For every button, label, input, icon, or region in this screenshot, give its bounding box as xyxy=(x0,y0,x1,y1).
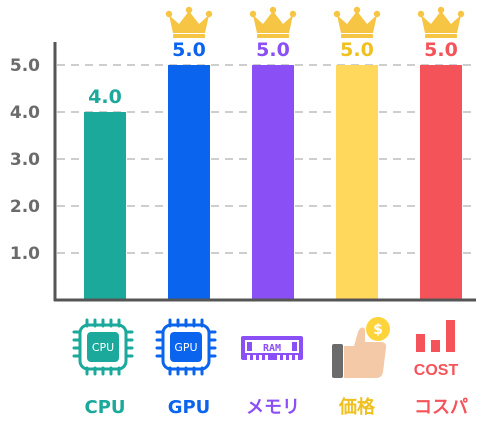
cpu-icon-text: CPU xyxy=(92,341,114,354)
bar xyxy=(168,65,210,300)
category-label: メモリ xyxy=(246,397,300,418)
data-label: 5.0 xyxy=(340,39,374,61)
y-tick-label: 1.0 xyxy=(10,244,40,264)
category-label: コスパ xyxy=(414,397,468,418)
crown-icon xyxy=(333,6,381,38)
crown-icon xyxy=(249,6,297,38)
crown-icon xyxy=(165,6,213,38)
ram-icon-text: RAM xyxy=(263,343,281,354)
category-label: 価格 xyxy=(338,396,376,418)
data-label: 4.0 xyxy=(88,86,122,108)
data-label: 5.0 xyxy=(256,39,290,61)
data-label: 5.0 xyxy=(424,39,458,61)
gpu-icon-text: GPU xyxy=(174,341,197,354)
data-label: 5.0 xyxy=(172,39,206,61)
thumbs-up-coin-icon: $ xyxy=(332,317,390,378)
value-labels: 4.0 5.0 5.0 5.0 5.0 xyxy=(88,39,458,108)
cpu-chip-icon: CPU xyxy=(72,318,134,376)
cost-icon-text: COST xyxy=(414,362,459,379)
ram-module-icon: RAM xyxy=(241,336,303,360)
bar xyxy=(336,65,378,300)
y-tick-label: 3.0 xyxy=(10,150,40,170)
category-label: CPU xyxy=(84,397,125,418)
y-tick-label: 5.0 xyxy=(10,56,40,76)
crowns xyxy=(165,6,465,38)
bars xyxy=(84,65,462,300)
cost-bar-icon: COST xyxy=(414,320,459,379)
category-labels: CPU GPU メモリ 価格 コスパ xyxy=(84,396,468,418)
bar xyxy=(84,112,126,300)
bar xyxy=(252,65,294,300)
coin-dollar-text: $ xyxy=(373,322,383,338)
bar xyxy=(420,65,462,300)
y-axis-ticks: 1.0 2.0 3.0 4.0 5.0 xyxy=(10,56,40,264)
y-tick-label: 2.0 xyxy=(10,197,40,217)
crown-icon xyxy=(417,6,465,38)
category-label: GPU xyxy=(168,397,211,418)
gpu-chip-icon: GPU xyxy=(155,318,217,376)
y-tick-label: 4.0 xyxy=(10,103,40,123)
